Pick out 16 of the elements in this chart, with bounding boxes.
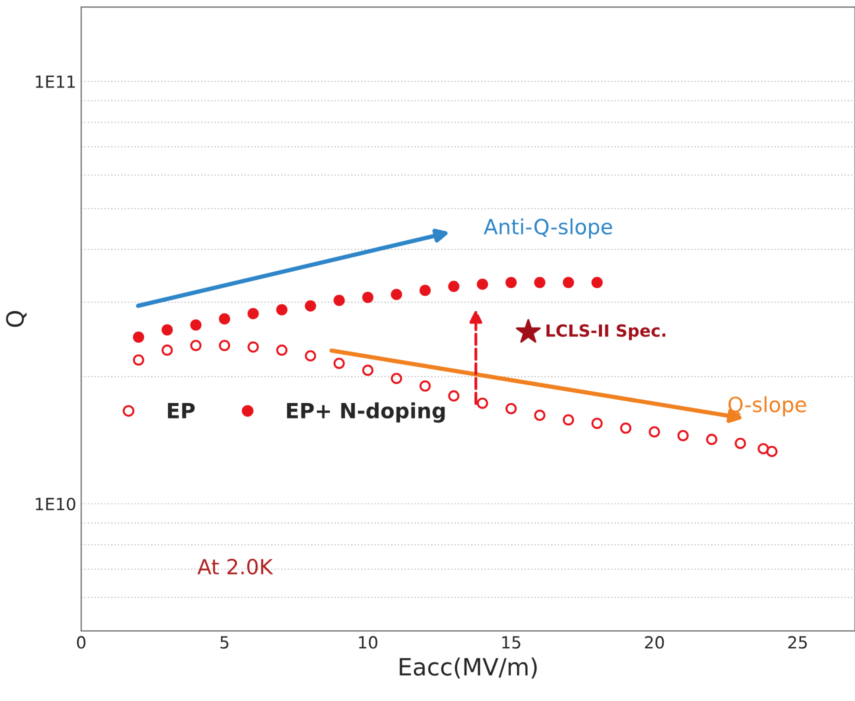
x-axis-title: Eacc(MV/m)	[400, 657, 537, 678]
y-tick-label: 1E10	[36, 498, 76, 510]
x-tick-label: 10	[359, 636, 378, 649]
annotation: Anti-Q-slope	[484, 218, 612, 239]
annotation: Q-slope	[728, 396, 806, 416]
x-tick-label: 0	[77, 636, 86, 649]
annotation: At 2.0K	[197, 558, 274, 575]
series-label: LCLS-II Spec.	[546, 324, 666, 340]
legend-label: EP	[168, 403, 195, 418]
x-tick-label: 5	[220, 636, 228, 649]
y-tick-label: 1E11	[36, 76, 75, 88]
x-tick-label: 25	[788, 636, 807, 649]
y-axis-title: Q	[6, 310, 27, 327]
legend-label: EP+ N-doping	[287, 402, 445, 423]
x-tick-label: 15	[502, 636, 520, 649]
x-tick-label: 20	[645, 636, 664, 649]
